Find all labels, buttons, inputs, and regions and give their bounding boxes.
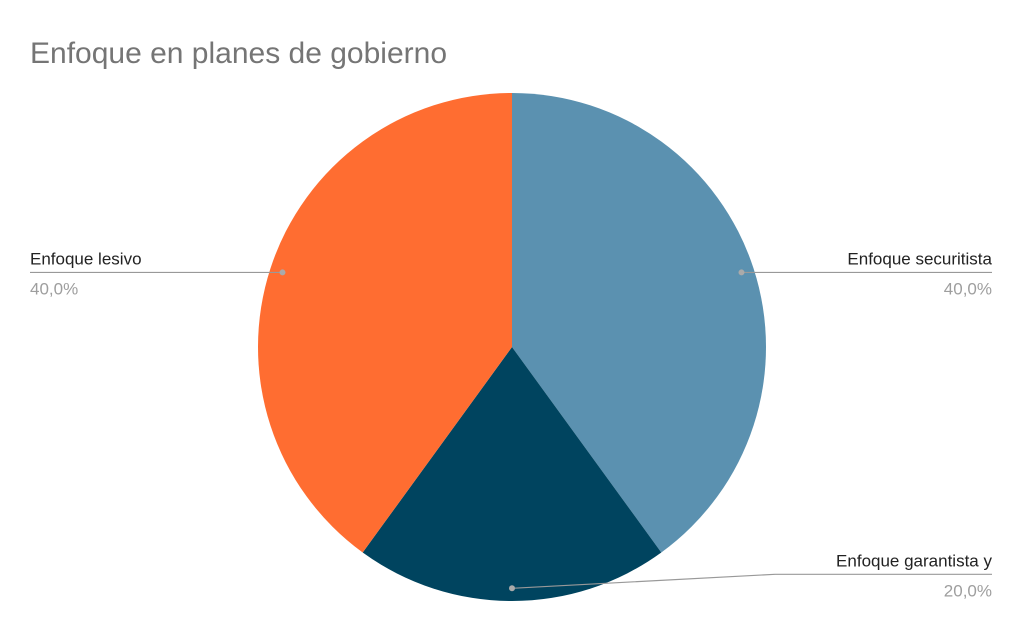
leader-dot [738,269,745,276]
leader-dot [279,269,286,276]
slice-value: 40,0% [944,279,992,298]
slice-label: Enfoque garantista y [836,551,992,570]
chart-title: Enfoque en planes de gobierno [30,37,447,70]
leader-dot [509,585,515,592]
slice-label: Enfoque lesivo [30,249,142,268]
slice-label: Enfoque securitista [847,249,992,268]
pie-slice [512,93,766,553]
slice-value: 20,0% [944,581,992,600]
pie-slice [362,347,662,602]
leader-line [511,573,992,589]
slice-value: 40,0% [30,279,78,298]
pie-slice [258,93,512,553]
